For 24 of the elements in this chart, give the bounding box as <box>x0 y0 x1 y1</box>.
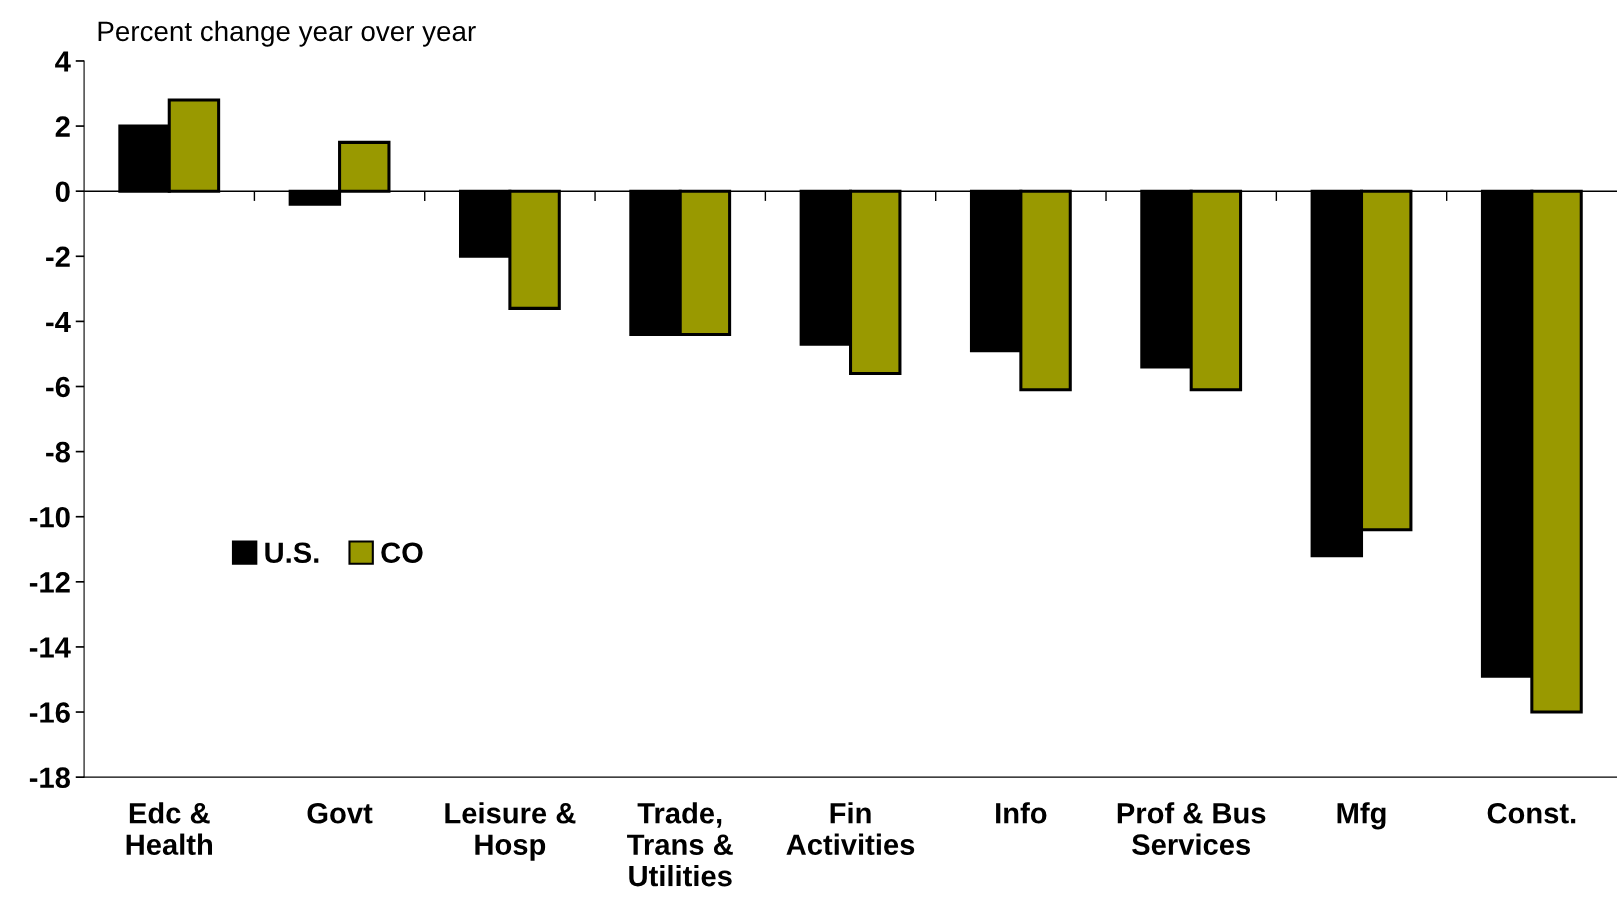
x-tick-label: Edc & Health <box>126 802 213 855</box>
x-tick-label: Trade, Trans & Utilities <box>627 802 733 887</box>
x-tick-label: Prof & Bus Services <box>1117 802 1266 855</box>
y-tick-label: -2 <box>46 246 70 267</box>
y-tick-label: -10 <box>29 506 70 528</box>
y-tick-label: -16 <box>29 702 70 723</box>
y-tick-label: -14 <box>29 637 71 658</box>
x-tick-label: Fin Activities <box>786 802 915 855</box>
y-tick-label: -8 <box>46 441 70 463</box>
y-tick-label: -12 <box>29 572 70 593</box>
x-tick-label: Leisure & Hosp <box>445 802 576 861</box>
y-tick-label: 0 <box>55 181 70 203</box>
x-tick-label: Mfg <box>1337 802 1386 830</box>
y-tick-label: -6 <box>46 376 70 398</box>
x-tick-label: Govt <box>307 802 373 824</box>
y-tick-label: -4 <box>46 311 71 332</box>
x-tick-label: Const. <box>1487 802 1576 824</box>
y-tick-label: 4 <box>55 51 71 72</box>
y-tick-label: 2 <box>55 116 70 137</box>
x-tick-label: Info <box>996 802 1047 824</box>
legend-label: CO <box>381 542 423 564</box>
y-tick-label: -18 <box>29 767 70 788</box>
y-axis-title: Percent change year over year <box>98 20 476 47</box>
legend-label: U.S. <box>265 542 319 564</box>
